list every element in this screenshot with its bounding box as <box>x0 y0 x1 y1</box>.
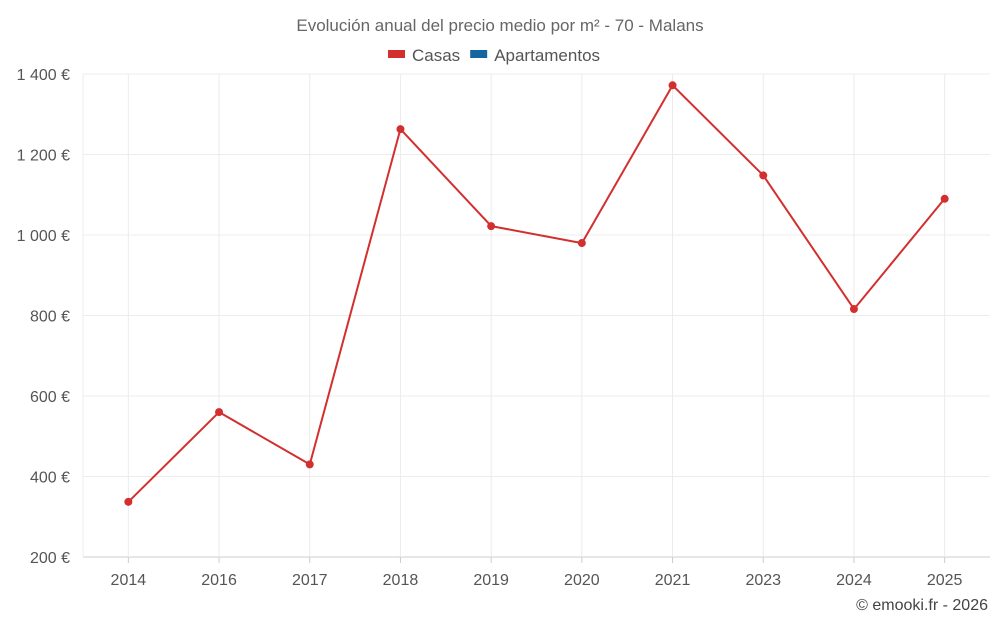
data-point-2017[interactable] <box>305 460 314 469</box>
y-tick-label: 200 € <box>30 550 70 567</box>
x-tick-label: 2017 <box>292 572 328 589</box>
credit-text: © emooki.fr - 2026 <box>856 597 988 614</box>
data-point-2014[interactable] <box>124 497 133 506</box>
y-tick-label: 800 € <box>30 309 70 326</box>
x-axis: 2014 2016 2017 2018 2019 2020 2021 2023 2024 2025 <box>111 557 963 589</box>
y-axis: 200 € 400 € 600 € 800 € 1 000 € 1 200 € 1 400 … <box>17 67 70 567</box>
data-point-2016[interactable] <box>215 408 224 417</box>
x-tick-label: 2020 <box>564 572 600 589</box>
y-tick-label: 1 400 € <box>17 67 70 84</box>
data-point-2018[interactable] <box>396 125 405 134</box>
x-tick-label: 2016 <box>201 572 237 589</box>
y-tick-label: 1 000 € <box>17 228 70 245</box>
y-tick-label: 600 € <box>30 389 70 406</box>
x-tick-label: 2019 <box>473 572 509 589</box>
legend-label: Apartamentos <box>494 46 600 65</box>
legend: Casas Apartamentos <box>388 46 600 65</box>
data-point-2025[interactable] <box>940 194 949 203</box>
data-point-2019[interactable] <box>487 222 496 231</box>
legend-label: Casas <box>412 46 460 65</box>
x-tick-label: 2024 <box>836 572 872 589</box>
x-tick-label: 2014 <box>111 572 147 589</box>
x-tick-label: 2021 <box>655 572 691 589</box>
legend-item-casas[interactable]: Casas <box>388 46 460 65</box>
series-layer <box>124 81 949 506</box>
data-point-2020[interactable] <box>577 239 586 248</box>
data-point-2023[interactable] <box>759 171 768 180</box>
data-point-2021[interactable] <box>668 81 677 90</box>
y-tick-label: 400 € <box>30 470 70 487</box>
y-tick-label: 1 200 € <box>17 148 70 165</box>
grid <box>82 73 990 558</box>
data-point-2024[interactable] <box>849 305 858 314</box>
x-tick-label: 2023 <box>745 572 781 589</box>
series-line-casas <box>127 84 946 503</box>
chart-title: Evolución anual del precio medio por m² … <box>296 16 703 35</box>
legend-swatch <box>470 50 488 58</box>
legend-swatch <box>388 50 405 58</box>
legend-item-apartamentos[interactable]: Apartamentos <box>470 46 600 65</box>
x-tick-label: 2025 <box>927 572 963 589</box>
x-tick-label: 2018 <box>383 572 419 589</box>
